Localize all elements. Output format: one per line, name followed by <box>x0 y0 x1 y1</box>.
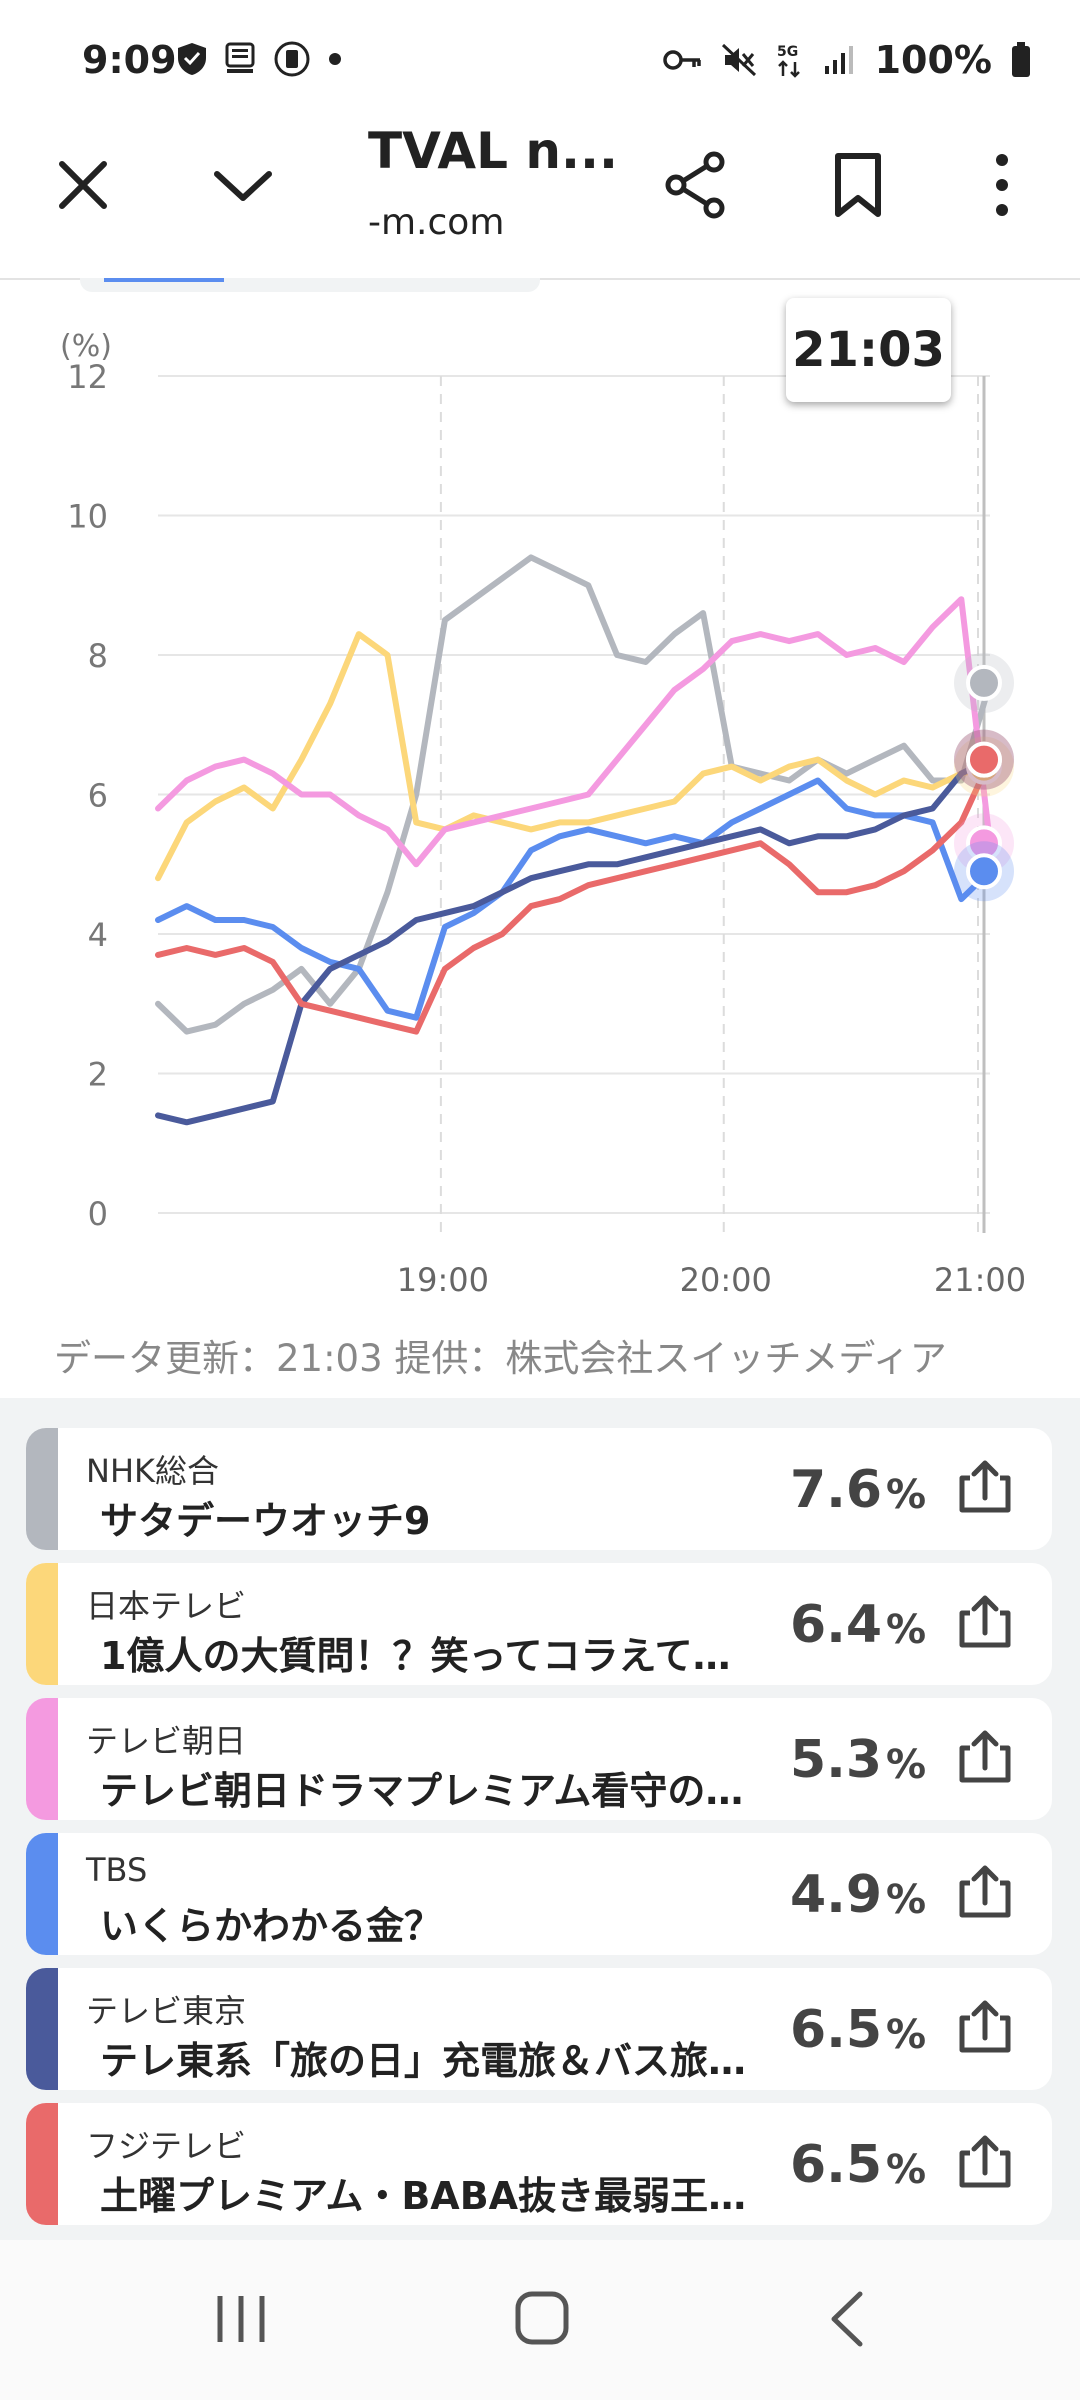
chart-tab-strip[interactable] <box>80 278 540 292</box>
y-tick-label: 6 <box>88 777 108 815</box>
program-title: いくらかわかる金？ <box>100 1904 443 1948</box>
y-tick-label: 10 <box>67 498 108 536</box>
dot-icon <box>329 53 341 65</box>
bookmark-icon[interactable] <box>832 152 884 218</box>
rating-value: 5.3 <box>790 1730 883 1790</box>
series-marker[interactable] <box>966 853 1002 890</box>
share-icon[interactable] <box>664 150 728 220</box>
channel-list: NHK総合サタデーウオッチ9 7.6% 日本テレビ 1億人の大質問！？笑ってコラえて…… <box>0 1398 1080 2240</box>
series-line <box>155 777 993 1021</box>
program-title: テレ東系「旅の日」充電旅＆バス旅… <box>100 2039 747 2083</box>
rating-value: 6.4 <box>790 1595 883 1655</box>
channel-card[interactable]: NHK総合サタデーウオッチ9 7.6% <box>26 1428 1052 1550</box>
y-axis-unit-label: (%) <box>60 329 112 364</box>
rating-line-chart[interactable]: 0 2 4 6 8 10 12(%) 19:00 20:00 21:00 <box>0 278 1080 1338</box>
program-title: 1億人の大質問！？笑ってコラえて… <box>100 1634 731 1678</box>
channel-name: テレビ朝日 <box>86 1722 247 1760</box>
channel-color-bar <box>26 1563 58 1685</box>
series-marker[interactable] <box>966 664 1002 701</box>
shield-icon <box>178 43 206 75</box>
status-system-icons: 5G 100% <box>662 38 1032 82</box>
system-navigation-bar <box>0 2240 1080 2400</box>
mute-icon <box>721 43 756 77</box>
channel-name: TBS <box>86 1851 148 1889</box>
page-domain[interactable]: -m.com <box>368 202 505 243</box>
share-upload-icon[interactable] <box>956 1998 1014 2056</box>
status-time: 9:09 <box>82 38 177 82</box>
key-icon <box>662 50 701 70</box>
x-tick-label: 20:00 <box>680 1261 772 1299</box>
series-marker[interactable] <box>966 741 1002 778</box>
channel-card[interactable]: 日本テレビ 1億人の大質問！？笑ってコラえて… 6.4% <box>26 1563 1052 1685</box>
5g-icon: 5G <box>777 44 800 78</box>
dmenu-icon <box>225 42 255 73</box>
rating-chart-section: 0 2 4 6 8 10 12 (%) 19:00 20:00 21:00 21:03 データ更新：… <box>0 278 1080 1398</box>
series-line <box>155 596 993 868</box>
close-icon[interactable] <box>56 158 110 212</box>
channel-color-bar <box>26 2103 58 2225</box>
channel-color-bar <box>26 1428 58 1550</box>
rating-value: 7.6 <box>790 1460 883 1520</box>
rating-unit: % <box>886 2012 927 2058</box>
more-options-icon[interactable] <box>990 152 1014 218</box>
y-tick-label: 2 <box>88 1056 108 1094</box>
home-icon[interactable] <box>514 2290 570 2346</box>
series-line <box>155 756 993 1126</box>
x-tick-label: 21:00 <box>934 1261 1026 1299</box>
channel-name: フジテレビ <box>86 2127 247 2165</box>
program-title: 土曜プレミアム・BABA抜き最弱王… <box>100 2174 747 2218</box>
svg-text:5G: 5G <box>777 44 798 60</box>
share-upload-icon[interactable] <box>956 1728 1014 1786</box>
share-upload-icon[interactable] <box>956 1593 1014 1651</box>
chevron-down-icon[interactable] <box>212 166 274 206</box>
channel-name: NHK総合 <box>86 1452 219 1490</box>
program-title: サタデーウオッチ9 <box>100 1499 431 1543</box>
channel-name: テレビ東京 <box>86 1992 247 2030</box>
rating-unit: % <box>886 1472 927 1518</box>
status-bar: 9:09 5G 100% <box>0 0 1080 110</box>
share-upload-icon[interactable] <box>956 1863 1014 1921</box>
x-tick-label: 19:00 <box>397 1261 489 1299</box>
share-upload-icon[interactable] <box>956 1458 1014 1516</box>
channel-name: 日本テレビ <box>86 1587 247 1625</box>
data-update-note: データ更新：21:03 提供：株式会社スイッチメディア <box>54 1337 947 1380</box>
channel-color-bar <box>26 1698 58 1820</box>
channel-card[interactable]: フジテレビ土曜プレミアム・BABA抜き最弱王… 6.5% <box>26 2103 1052 2225</box>
app-badge-icon <box>274 41 310 77</box>
rating-value: 6.5 <box>790 2135 883 2195</box>
rating-value: 6.5 <box>790 2000 883 2060</box>
channel-card[interactable]: テレビ朝日テレビ朝日ドラマプレミアム看守の… 5.3% <box>26 1698 1052 1820</box>
back-icon[interactable] <box>826 2290 866 2348</box>
channel-color-bar <box>26 1833 58 1955</box>
time-tooltip: 21:03 <box>786 298 951 402</box>
rating-unit: % <box>886 1877 927 1923</box>
rating-unit: % <box>886 1607 927 1653</box>
rating-unit: % <box>886 1742 927 1788</box>
browser-toolbar: TVAL n... -m.com <box>0 110 1080 280</box>
battery-icon <box>1012 42 1030 77</box>
channel-card[interactable]: TBS いくらかわかる金？ 4.9% <box>26 1833 1052 1955</box>
series-line <box>155 631 993 882</box>
y-tick-label: 0 <box>88 1195 108 1233</box>
rating-unit: % <box>886 2147 927 2193</box>
page-title[interactable]: TVAL n... <box>368 122 618 180</box>
y-tick-label: 12 <box>67 358 108 396</box>
rating-value: 4.9 <box>790 1865 883 1925</box>
chart-tab-selected-indicator <box>104 278 224 282</box>
y-tick-label: 4 <box>88 916 108 954</box>
battery-percent: 100% <box>874 38 992 82</box>
share-upload-icon[interactable] <box>956 2133 1014 2191</box>
series-line <box>155 756 993 1035</box>
recent-apps-icon[interactable] <box>214 2292 268 2346</box>
series-line <box>155 554 993 1035</box>
program-title: テレビ朝日ドラマプレミアム看守の… <box>100 1769 744 1813</box>
channel-card[interactable]: テレビ東京テレ東系「旅の日」充電旅＆バス旅… 6.5% <box>26 1968 1052 2090</box>
signal-icon <box>824 46 853 74</box>
channel-color-bar <box>26 1968 58 2090</box>
status-notification-icons <box>175 40 345 78</box>
y-tick-label: 8 <box>88 637 108 675</box>
